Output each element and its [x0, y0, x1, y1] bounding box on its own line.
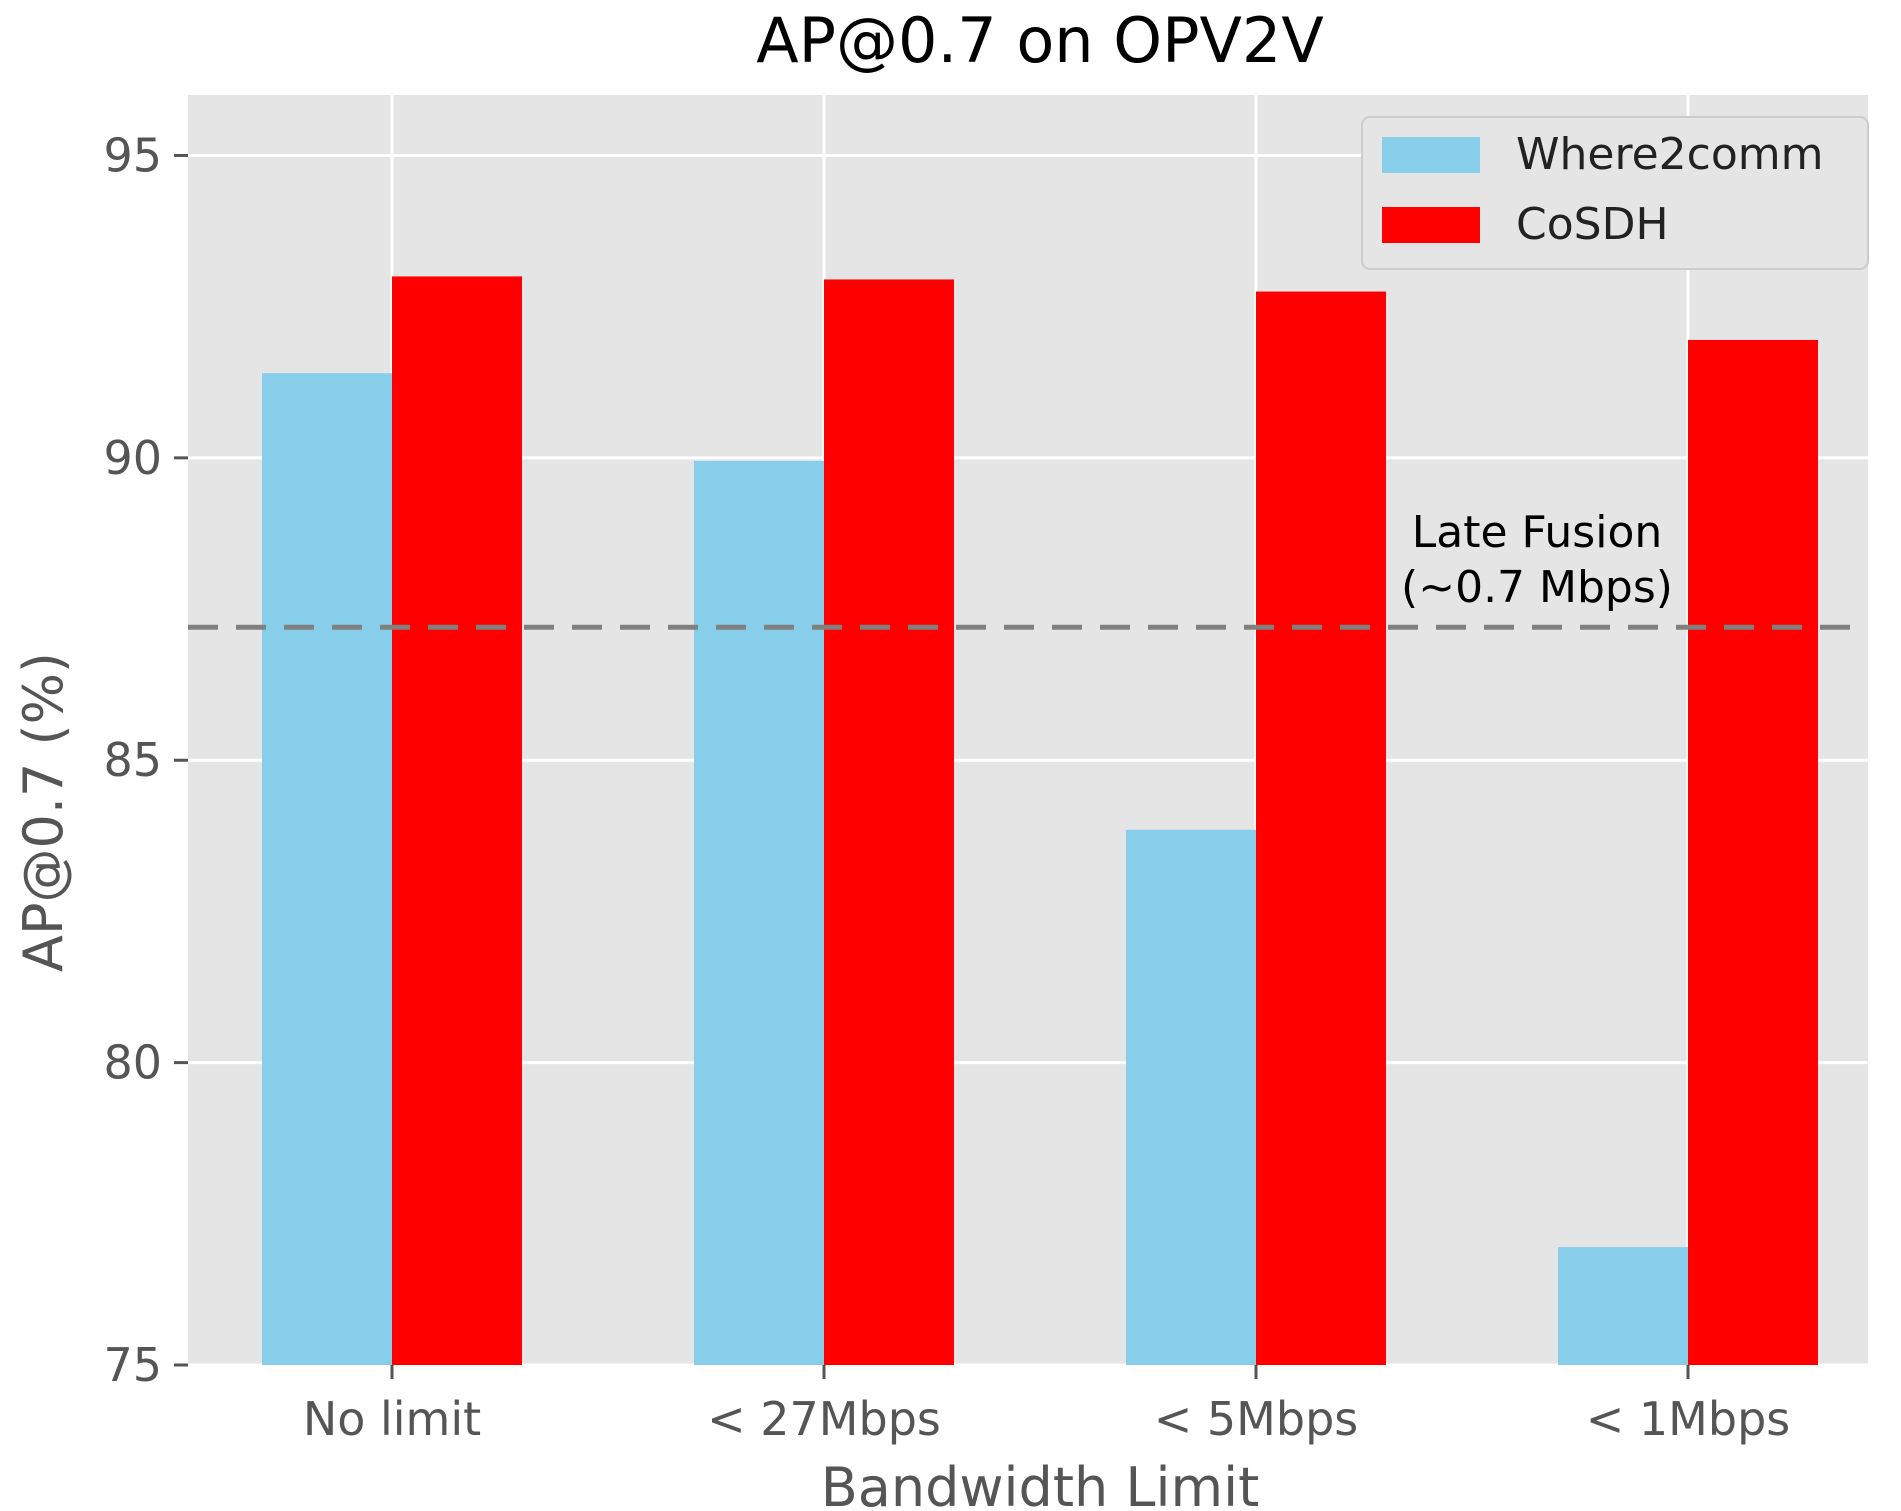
reference-label-line2: (~0.7 Mbps)	[1401, 562, 1673, 613]
y-axis-label: AP@0.7 (%)	[12, 652, 75, 972]
x-axis-label: Bandwidth Limit	[821, 1456, 1260, 1511]
x-tick-label: < 27Mbps	[707, 1392, 941, 1446]
legend-swatch-where2comm	[1382, 137, 1480, 173]
y-tick-label: 95	[103, 128, 162, 182]
legend-label-cosdh: CoSDH	[1516, 199, 1669, 250]
x-tick-label: < 5Mbps	[1154, 1392, 1358, 1446]
y-tick-label: 80	[103, 1036, 162, 1090]
bar-cosdh-3	[1688, 339, 1818, 1365]
legend-frame	[1361, 116, 1869, 270]
chart-title: AP@0.7 on OPV2V	[756, 4, 1324, 77]
bar-where2comm-3	[1558, 1247, 1688, 1365]
x-tick-label: < 1Mbps	[1586, 1392, 1790, 1446]
bar-cosdh-1	[824, 279, 954, 1365]
x-axis: No limit < 27Mbps < 5Mbps < 1Mbps	[303, 1365, 1790, 1446]
bar-cosdh-2	[1256, 291, 1386, 1365]
y-tick-label: 85	[103, 733, 162, 787]
bar-where2comm-0	[262, 373, 392, 1365]
bar-cosdh-0	[392, 276, 522, 1365]
y-tick-label: 90	[103, 431, 162, 485]
plot-area	[188, 95, 1868, 1367]
x-tick-label: No limit	[303, 1392, 481, 1446]
y-tick-label: 75	[103, 1338, 162, 1392]
bar-where2comm-1	[694, 460, 824, 1365]
legend-label-where2comm: Where2comm	[1516, 129, 1823, 180]
bar-where2comm-2	[1126, 829, 1256, 1365]
legend: Where2comm CoSDH	[1361, 116, 1869, 270]
y-axis: 75 80 85 90 95	[103, 128, 188, 1392]
reference-label-line1: Late Fusion	[1412, 507, 1663, 558]
legend-swatch-cosdh	[1382, 207, 1480, 243]
reference-label: Late Fusion (~0.7 Mbps)	[1401, 507, 1673, 613]
